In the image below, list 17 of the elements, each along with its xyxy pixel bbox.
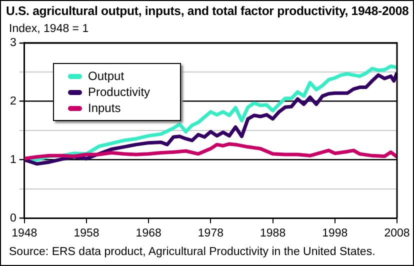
y-axis-title: Index, 1948 = 1	[9, 23, 89, 35]
x-tick-label: 1998	[322, 227, 348, 240]
chart-title: U.S. agricultural output, inputs, and total factor productivity, 1948-2008	[6, 4, 409, 18]
x-tick-label: 1948	[12, 227, 38, 240]
legend-label: Inputs	[88, 101, 121, 115]
x-tick-label: 1958	[74, 227, 100, 240]
x-tick-label: 1978	[198, 227, 224, 240]
x-tick-label: 1988	[260, 227, 286, 240]
x-tick-label: 1968	[136, 227, 162, 240]
legend-label: Productivity	[88, 85, 150, 99]
y-tick-label: 2	[10, 96, 16, 108]
y-tick-label: 1	[10, 154, 16, 166]
y-tick-label: 3	[10, 37, 16, 50]
y-tick-label: 0	[10, 212, 16, 224]
legend-label: Output	[88, 69, 124, 83]
source-note: Source: ERS data product, Agricultural Productivity in the United States.	[9, 246, 376, 258]
x-tick-label: 2008	[384, 227, 410, 240]
